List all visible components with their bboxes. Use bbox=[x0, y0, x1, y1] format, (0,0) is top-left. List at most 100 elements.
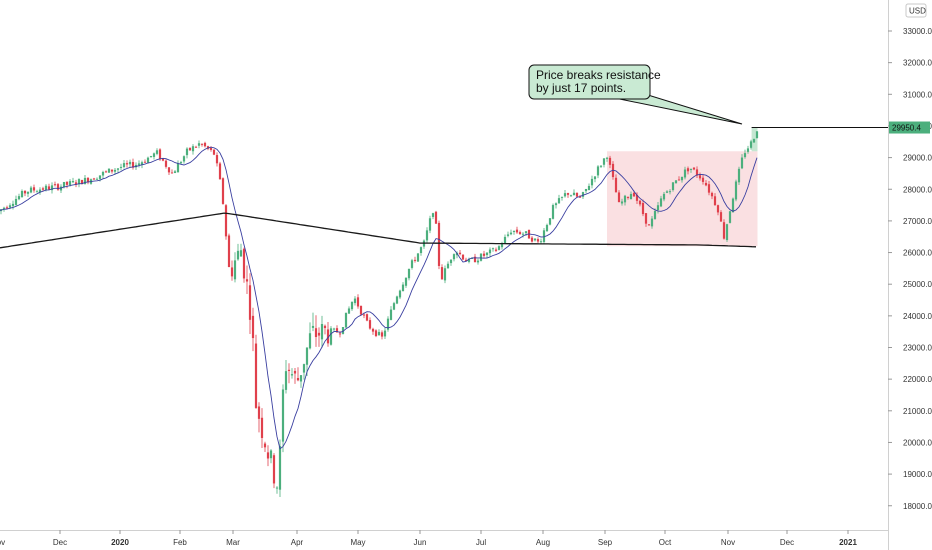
candle-down bbox=[608, 157, 612, 165]
candle-down bbox=[104, 171, 108, 173]
candle-down bbox=[518, 232, 522, 235]
candle-down bbox=[323, 325, 327, 329]
candle-up bbox=[392, 303, 396, 310]
time-axis[interactable]: Nov Dec 2020 Feb Mar Apr May Jun Jul Aug Sep Oct Nov… bbox=[0, 530, 857, 547]
candle-down bbox=[677, 179, 681, 181]
candle-up bbox=[50, 185, 54, 191]
candle-up bbox=[596, 166, 600, 176]
candle-up bbox=[278, 446, 282, 490]
candle-up bbox=[629, 193, 633, 200]
candle-up bbox=[689, 168, 693, 170]
candle-down bbox=[257, 406, 261, 419]
fast-moving-average-line bbox=[0, 146, 758, 450]
candle-up bbox=[62, 181, 66, 188]
time-tick-label: Dec bbox=[780, 538, 794, 547]
candle-down bbox=[647, 224, 651, 226]
time-tick-label: Nov bbox=[0, 538, 5, 547]
candle-up bbox=[500, 244, 504, 248]
candle-up bbox=[191, 146, 195, 152]
candle-down bbox=[92, 178, 96, 180]
candle-down bbox=[125, 163, 129, 165]
candle-down bbox=[566, 193, 570, 195]
candle-down bbox=[200, 143, 204, 145]
candle-up bbox=[470, 258, 474, 260]
candle-down bbox=[32, 187, 36, 191]
plot-background bbox=[0, 0, 888, 530]
price-axis[interactable]: 33000.032000.031000.030000.029000.028000… bbox=[888, 3, 932, 511]
candle-up bbox=[386, 318, 390, 330]
price-tick-label: 25000.0 bbox=[903, 280, 932, 289]
candle-up bbox=[512, 230, 516, 233]
candle-down bbox=[317, 332, 321, 336]
candle-up bbox=[344, 312, 348, 328]
candle-down bbox=[695, 169, 699, 176]
candle-up bbox=[671, 182, 675, 191]
candle-down bbox=[368, 320, 372, 329]
candle-up bbox=[197, 143, 201, 146]
candle-down bbox=[686, 168, 690, 172]
candle-up bbox=[59, 186, 63, 191]
price-tick-label: 33000.0 bbox=[903, 27, 932, 36]
time-tick-label: Jul bbox=[476, 538, 486, 547]
candle-up bbox=[599, 165, 603, 167]
candles-layer bbox=[0, 130, 759, 498]
candle-down bbox=[704, 182, 708, 186]
candle-down bbox=[65, 181, 69, 185]
candle-down bbox=[710, 192, 714, 197]
time-tick-label: Mar bbox=[226, 538, 240, 547]
candle-up bbox=[128, 161, 132, 165]
candle-up bbox=[329, 328, 333, 345]
candle-up bbox=[353, 298, 357, 304]
candle-up bbox=[410, 260, 414, 268]
candle-down bbox=[494, 249, 498, 251]
candle-up bbox=[284, 371, 288, 390]
plot-area[interactable] bbox=[0, 0, 889, 550]
candle-up bbox=[305, 347, 309, 365]
candle-up bbox=[173, 171, 177, 173]
candle-up bbox=[341, 327, 345, 334]
candle-up bbox=[44, 185, 48, 190]
candle-down bbox=[194, 146, 198, 148]
time-tick-label: May bbox=[350, 538, 365, 547]
candle-down bbox=[362, 314, 366, 316]
candle-up bbox=[569, 195, 573, 197]
price-tick-label: 28000.0 bbox=[903, 185, 932, 194]
candle-up bbox=[680, 176, 684, 181]
candle-down bbox=[242, 248, 246, 279]
price-tick-label: 26000.0 bbox=[903, 249, 932, 258]
candle-down bbox=[131, 162, 135, 168]
candle-up bbox=[71, 181, 75, 183]
candle-up bbox=[497, 246, 501, 250]
callout-box bbox=[528, 64, 651, 100]
candle-up bbox=[755, 131, 759, 139]
candle-down bbox=[260, 417, 264, 438]
candle-up bbox=[233, 260, 237, 280]
candle-up bbox=[320, 324, 324, 340]
candle-down bbox=[227, 235, 231, 268]
candle-up bbox=[452, 254, 456, 260]
time-tick-label: Aug bbox=[536, 538, 550, 547]
candle-up bbox=[182, 156, 186, 162]
candle-down bbox=[326, 329, 330, 344]
candle-up bbox=[749, 141, 753, 148]
moving-averages-layer bbox=[0, 146, 758, 450]
candle-up bbox=[743, 153, 747, 158]
time-tick-label: Apr bbox=[291, 538, 304, 547]
price-tick-label: 24000.0 bbox=[903, 312, 932, 321]
candle-up bbox=[425, 230, 429, 241]
time-tick-label: 2020 bbox=[111, 538, 129, 547]
candle-down bbox=[23, 190, 27, 194]
candle-up bbox=[443, 268, 447, 281]
price-tick-label: 21000.0 bbox=[903, 407, 932, 416]
candle-up bbox=[551, 205, 555, 219]
candle-down bbox=[80, 179, 84, 185]
candle-up bbox=[383, 330, 387, 337]
slow-moving-average-line bbox=[0, 212, 757, 249]
candle-down bbox=[287, 369, 291, 371]
candle-up bbox=[14, 198, 18, 205]
candle-down bbox=[296, 378, 300, 381]
candle-up bbox=[299, 375, 303, 382]
candle-up bbox=[236, 250, 240, 260]
